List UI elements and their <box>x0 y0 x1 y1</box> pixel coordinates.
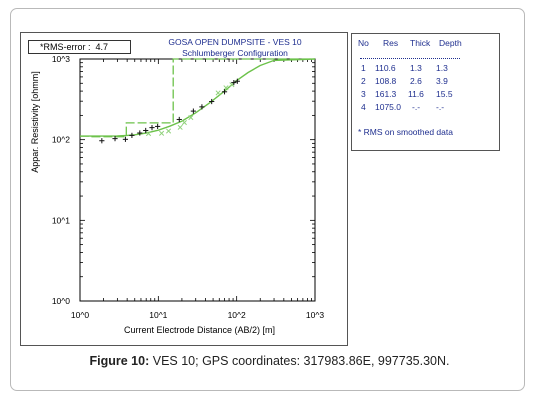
x-tick-label: 10^0 <box>71 310 89 320</box>
observed-point <box>122 136 129 142</box>
table-cell: 108.8 <box>375 76 397 86</box>
chart-title: GOSA OPEN DUMPSITE - VES 10 <box>168 37 302 47</box>
chart-subtitle: Schlumberger Configuration <box>182 48 288 58</box>
smoothed-point <box>145 131 152 137</box>
smoothed-stroke <box>177 124 183 130</box>
observed-point <box>199 104 205 110</box>
observed-point <box>143 127 149 134</box>
x-axis-label: Current Electrode Distance (AB/2) [m] <box>124 325 275 335</box>
plot-panel <box>20 32 348 346</box>
rms-label: *RMS-error : <box>40 42 91 52</box>
x-tick-label: 10^1 <box>149 310 167 320</box>
axes <box>79 58 316 302</box>
table-cell: 3.9 <box>436 76 448 86</box>
observed-point <box>190 108 196 114</box>
observed-point <box>112 136 118 142</box>
table-header: No <box>358 38 369 48</box>
observed-point <box>209 98 215 105</box>
table-separator <box>360 58 460 59</box>
table-cell: 2.6 <box>410 76 422 86</box>
table-cell: 1.3 <box>436 63 448 73</box>
table-cell: 161.3 <box>375 89 397 99</box>
calculated-curve <box>80 58 316 137</box>
table-cell: 110.6 <box>375 63 396 73</box>
smoothed-point <box>188 114 194 121</box>
table-header: Depth <box>439 38 462 48</box>
smoothed-stroke <box>215 90 221 96</box>
smoothed-stroke <box>159 130 165 136</box>
table-note: * RMS on smoothed data <box>358 127 453 137</box>
x-tick-label: 10^2 <box>228 310 246 320</box>
observed-point <box>129 132 135 138</box>
observed-point <box>231 79 237 86</box>
table-cell: 1.3 <box>410 63 422 73</box>
smoothed-stroke <box>165 128 172 134</box>
table-cell: 2 <box>361 76 366 86</box>
table-cell: 1 <box>361 63 366 73</box>
caption-label: Figure 10: <box>89 354 150 368</box>
observed-point <box>99 138 105 144</box>
layer-model <box>80 58 315 138</box>
y-tick-label: 10^1 <box>52 215 70 225</box>
smoothed-stroke <box>188 114 194 121</box>
y-tick-label: 10^2 <box>52 135 70 145</box>
observed-point <box>137 130 143 136</box>
smoothed-point <box>165 128 172 134</box>
table-cell: -.- <box>436 102 445 112</box>
tick-labels: 10^0 10^1 10^2 10^3 10^0 10^1 10^2 10^3 Current … <box>30 54 324 335</box>
y-tick-label: 10^0 <box>52 296 70 306</box>
layer-step-line <box>80 58 315 138</box>
smoothed-point <box>181 119 187 126</box>
table-cell: -.- <box>412 102 421 112</box>
observed-points <box>99 78 240 144</box>
observed-point <box>176 116 182 123</box>
table-cell: 1075.0 <box>375 102 401 112</box>
observed-point <box>149 125 155 131</box>
figure-caption: Figure 10: VES 10; GPS coordinates: 3179… <box>0 354 539 368</box>
smoothed-points <box>145 82 235 137</box>
smoothed-point <box>215 90 221 96</box>
rms-error-box: *RMS-error : 4.7 <box>28 40 131 54</box>
table-cell: 4 <box>361 102 366 112</box>
smoothed-point <box>177 124 183 130</box>
table-header: Thick <box>410 38 431 48</box>
plot-frame <box>79 58 316 302</box>
caption-text: VES 10; GPS coordinates: 317983.86E, 997… <box>149 354 450 368</box>
plot-title-block: GOSA OPEN DUMPSITE - VES 10 Schlumberger… <box>140 37 330 59</box>
table-cell: 3 <box>361 89 366 99</box>
rms-value: 4.7 <box>95 42 109 52</box>
curve-line <box>80 58 316 137</box>
observed-point <box>155 123 161 130</box>
observed-point <box>234 78 240 84</box>
model-table: No Res Thick Depth 1 110.6 1.3 1.3 2 108… <box>351 33 500 151</box>
y-tick-label: 10^3 <box>52 54 70 64</box>
smoothed-stroke <box>145 131 152 137</box>
observed-point <box>221 89 228 95</box>
y-axis-label: Appar. Resistivity [ohmm] <box>30 71 40 173</box>
table-header: Res <box>383 38 399 48</box>
table-cell: 15.5 <box>436 89 453 99</box>
smoothed-point <box>159 130 165 136</box>
table-cell: 11.6 <box>408 89 424 99</box>
x-tick-label: 10^3 <box>306 310 324 320</box>
figure-frame <box>10 8 525 391</box>
smoothed-stroke <box>181 119 187 126</box>
